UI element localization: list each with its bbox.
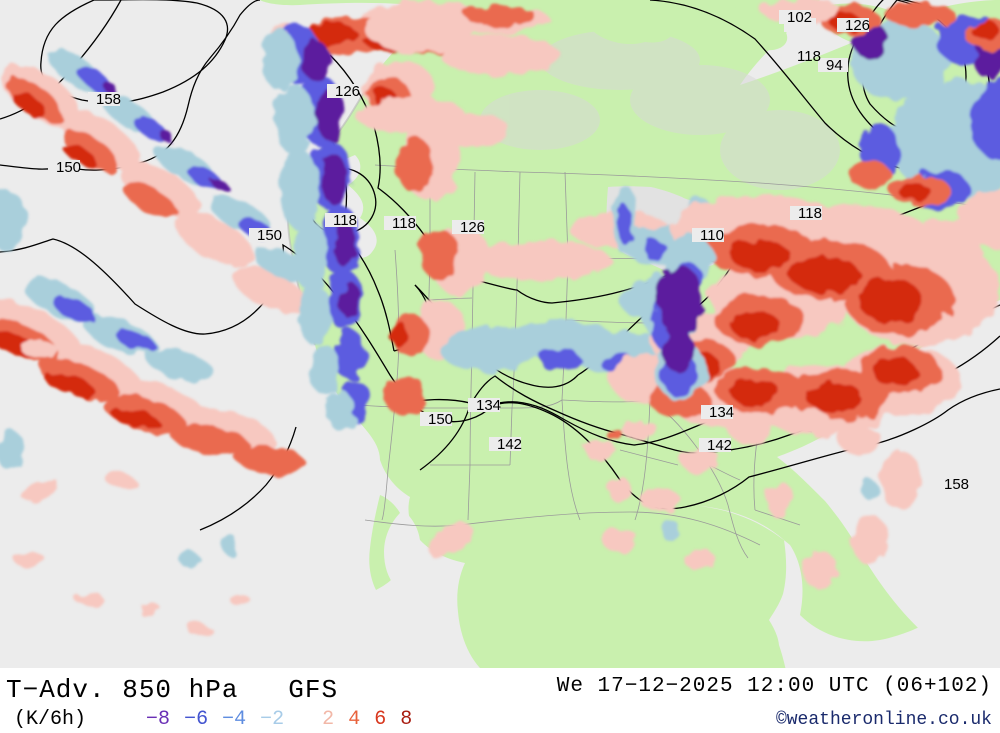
- svg-text:158: 158: [96, 91, 121, 108]
- svg-text:118: 118: [392, 215, 416, 232]
- svg-text:110: 110: [700, 227, 724, 244]
- svg-text:134: 134: [476, 397, 501, 414]
- svg-text:94: 94: [826, 57, 843, 74]
- svg-text:126: 126: [460, 219, 485, 236]
- svg-text:118: 118: [797, 48, 821, 65]
- svg-text:150: 150: [428, 411, 453, 428]
- svg-text:150: 150: [56, 159, 81, 176]
- svg-text:134: 134: [709, 404, 734, 421]
- svg-text:126: 126: [845, 17, 870, 34]
- svg-text:118: 118: [333, 212, 357, 229]
- svg-text:142: 142: [707, 437, 732, 454]
- svg-text:102: 102: [787, 9, 812, 26]
- svg-text:158: 158: [944, 476, 969, 493]
- svg-text:142: 142: [497, 436, 522, 453]
- svg-text:118: 118: [798, 205, 822, 222]
- svg-text:126: 126: [335, 83, 360, 100]
- svg-text:150: 150: [257, 227, 282, 244]
